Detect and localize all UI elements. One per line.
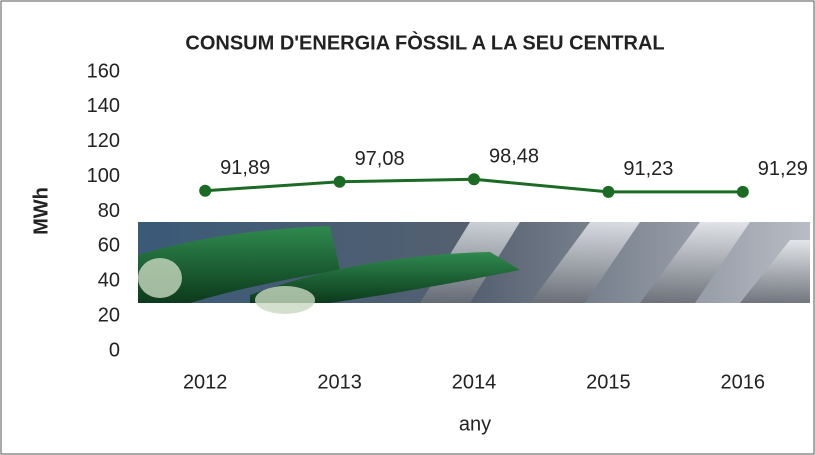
marker: [334, 176, 346, 188]
x-tick-label: 2016: [721, 371, 766, 393]
marker: [468, 173, 480, 185]
y-tick-label: 0: [109, 339, 120, 361]
x-axis-title: any: [459, 413, 491, 435]
x-tick-label: 2015: [586, 371, 631, 393]
y-tick-label: 60: [98, 235, 120, 257]
data-label: 91,29: [758, 158, 808, 180]
data-label: 91,89: [220, 157, 270, 179]
background-photo: [138, 222, 810, 314]
y-axis-title: MWh: [30, 187, 52, 235]
marker: [199, 185, 211, 197]
y-tick-label: 100: [87, 165, 120, 187]
y-tick-label: 80: [98, 200, 120, 222]
y-tick-label: 120: [87, 130, 120, 152]
x-tick-label: 2014: [452, 371, 497, 393]
chart-title: CONSUM D'ENERGIA FÒSSIL A LA SEU CENTRAL: [185, 30, 664, 54]
chart: CONSUM D'ENERGIA FÒSSIL A LA SEU CENTRAL…: [0, 0, 815, 455]
y-tick-label: 140: [87, 95, 120, 117]
y-tick-label: 20: [98, 304, 120, 326]
y-tick-label: 160: [87, 60, 120, 82]
x-tick-label: 2013: [317, 371, 362, 393]
x-tick-label: 2012: [183, 371, 228, 393]
marker: [737, 186, 749, 198]
data-label: 98,48: [489, 146, 539, 168]
y-tick-label: 40: [98, 270, 120, 292]
marker: [602, 186, 614, 198]
data-label: 97,08: [355, 148, 405, 170]
data-label: 91,23: [623, 158, 673, 180]
